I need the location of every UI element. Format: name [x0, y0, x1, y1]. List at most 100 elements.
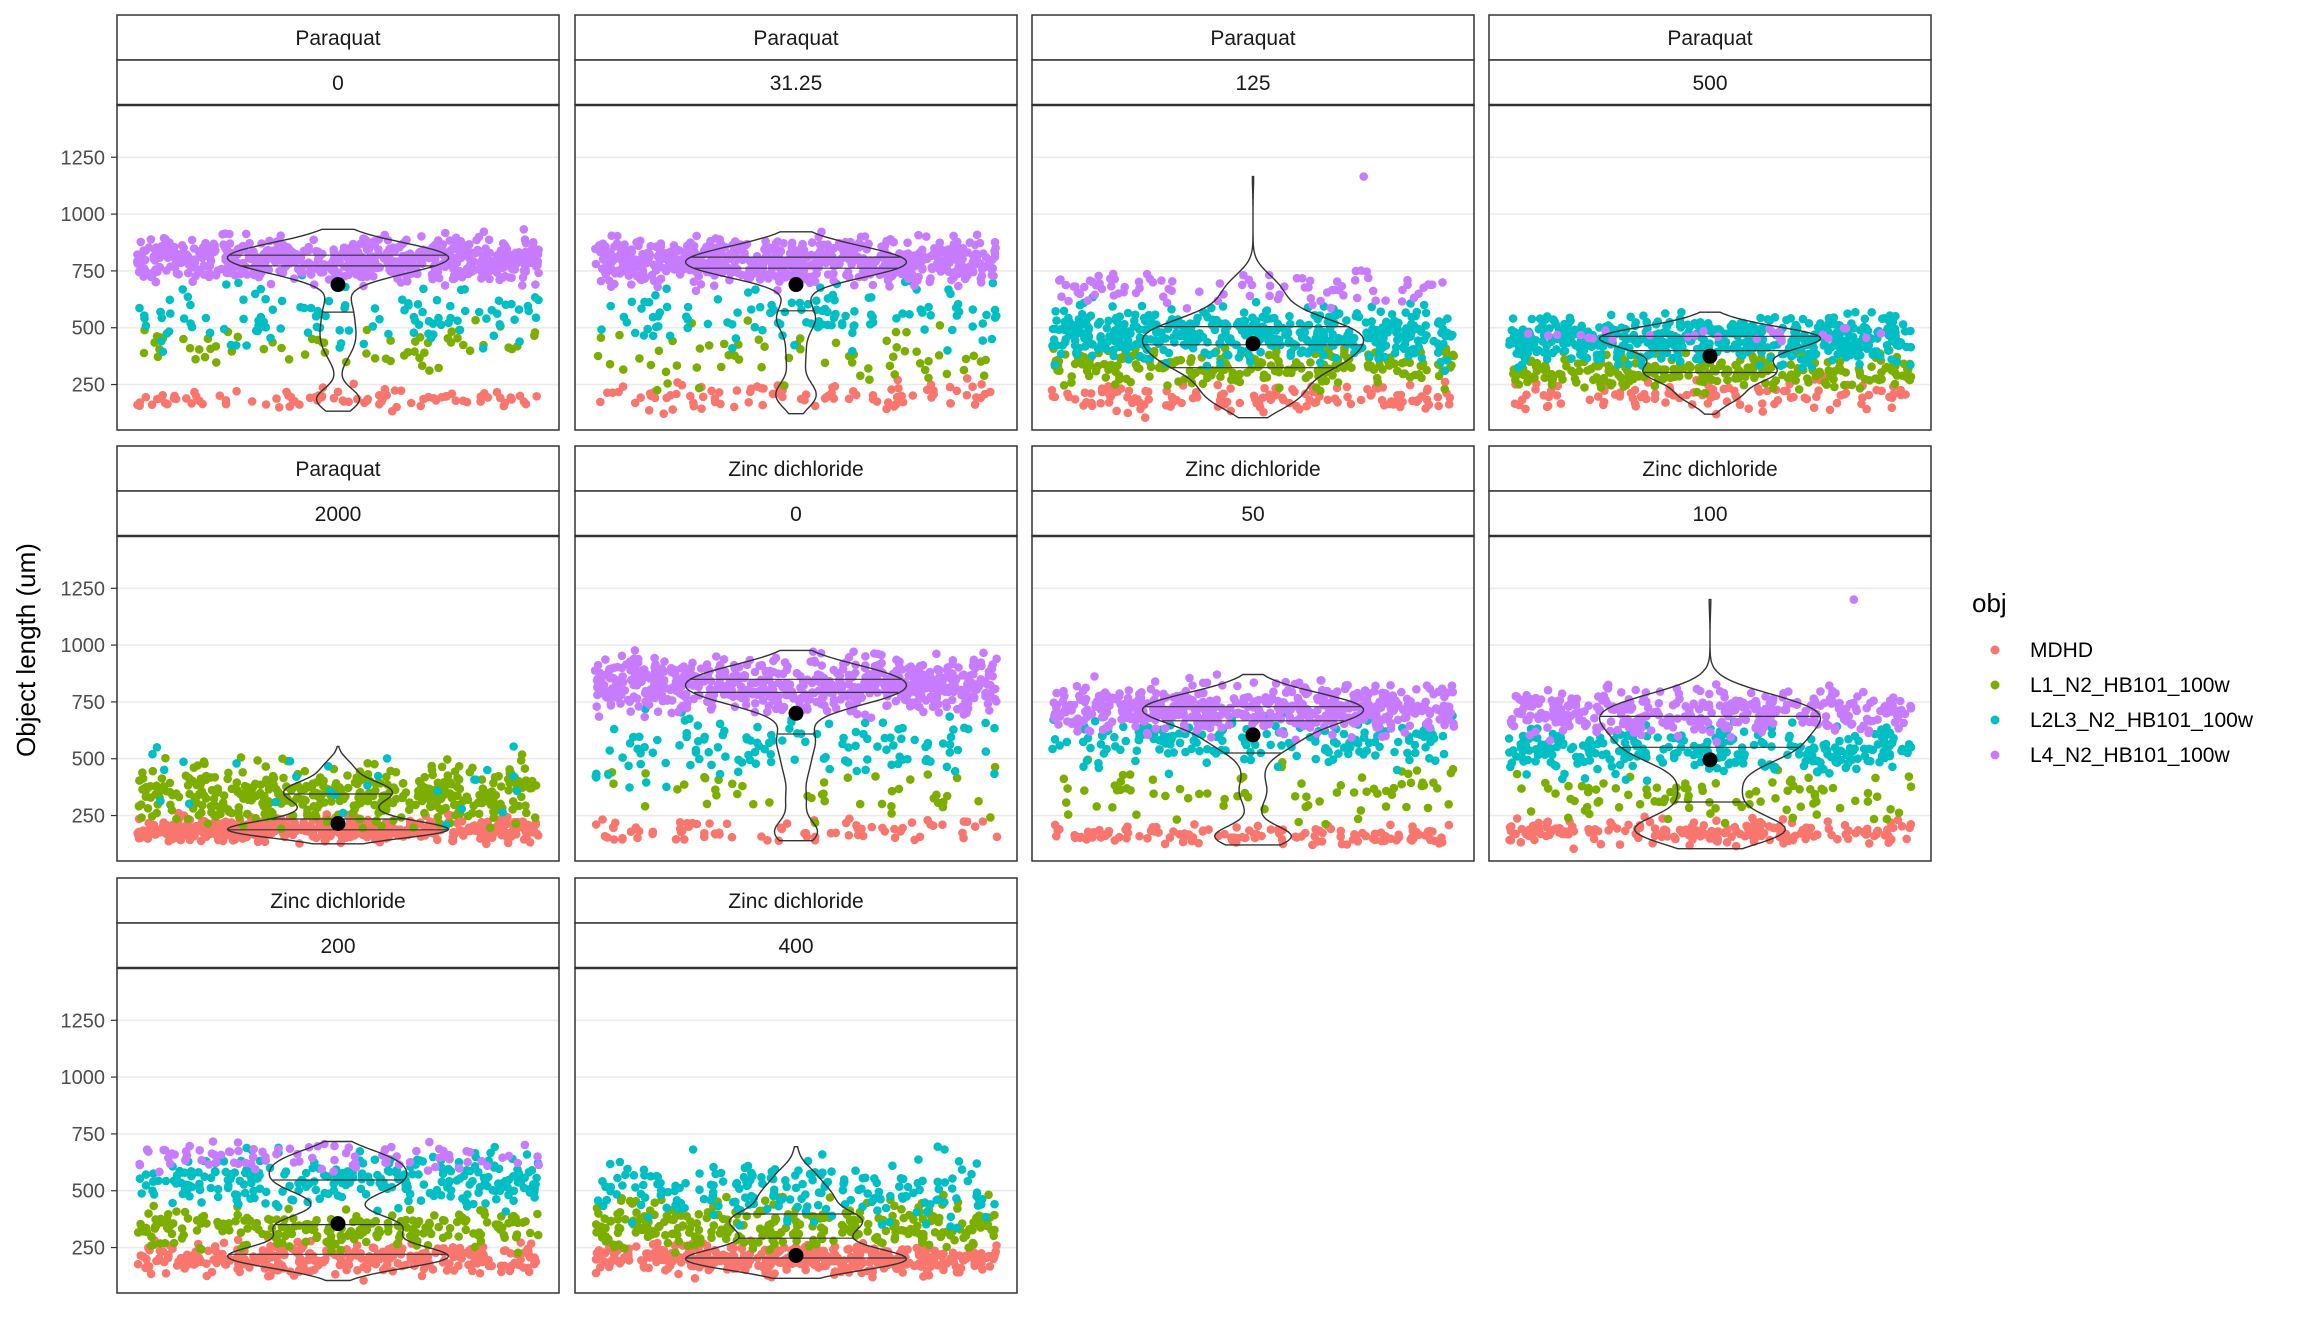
data-point [134, 830, 143, 840]
data-point [194, 345, 204, 354]
data-point [1606, 310, 1616, 320]
data-point [209, 794, 219, 804]
data-point [1050, 360, 1060, 370]
data-point [233, 785, 242, 795]
data-point [648, 829, 657, 839]
data-point [891, 327, 901, 337]
data-point [1397, 358, 1407, 368]
data-point [1393, 335, 1402, 345]
data-point [1366, 331, 1375, 340]
data-point [591, 772, 601, 781]
data-point [609, 779, 618, 788]
data-point [824, 719, 834, 729]
data-point [1264, 336, 1273, 346]
data-point [1114, 371, 1124, 381]
data-point [1343, 392, 1352, 402]
data-point [1443, 356, 1452, 365]
data-point [1305, 276, 1315, 286]
data-point [1273, 366, 1282, 376]
data-point [431, 240, 440, 249]
data-point [1867, 362, 1876, 372]
data-point [441, 228, 450, 238]
data-point [1107, 282, 1116, 291]
data-point [476, 392, 486, 401]
data-point [504, 786, 513, 795]
data-point [952, 386, 962, 396]
data-point [139, 272, 148, 281]
data-point [1052, 341, 1061, 350]
data-point [742, 733, 751, 742]
data-point [892, 343, 901, 352]
data-point [1397, 297, 1407, 306]
data-point [1169, 333, 1178, 342]
data-point [234, 807, 243, 817]
data-point [1147, 314, 1156, 323]
data-point [532, 392, 541, 401]
data-point [1661, 309, 1670, 318]
data-point [483, 264, 492, 273]
data-point [474, 821, 484, 830]
data-point [1547, 380, 1557, 390]
data-point [1874, 375, 1884, 385]
data-point [849, 321, 858, 331]
data-point [1824, 334, 1833, 343]
data-point [165, 295, 175, 305]
data-point [1778, 370, 1787, 380]
data-point [754, 335, 764, 345]
data-point [203, 819, 213, 828]
data-point [662, 393, 671, 403]
data-point [604, 770, 613, 779]
data-point [767, 267, 776, 276]
data-point [1088, 340, 1097, 349]
data-point [730, 351, 739, 360]
data-point [136, 237, 145, 247]
data-point [531, 313, 541, 323]
data-point [433, 786, 443, 796]
data-point [683, 315, 693, 324]
data-point [1301, 373, 1311, 383]
data-point [489, 813, 499, 822]
data-point [1247, 280, 1257, 290]
data-point [934, 351, 944, 360]
data-point [1742, 341, 1752, 351]
data-point [1218, 302, 1228, 311]
data-point [1584, 333, 1593, 343]
data-point [356, 272, 365, 282]
data-point [1306, 346, 1315, 356]
data-point [706, 256, 715, 266]
data-point [1108, 302, 1117, 311]
data-point [1824, 346, 1833, 356]
data-point [531, 280, 540, 289]
data-point [1311, 397, 1321, 407]
data-point [968, 322, 977, 331]
data-point [605, 359, 615, 369]
data-point [831, 338, 841, 348]
data-point [829, 269, 838, 279]
data-point [261, 400, 271, 409]
data-point [217, 264, 226, 274]
data-point [755, 275, 765, 284]
data-point [641, 778, 651, 787]
data-point [521, 247, 530, 257]
data-point [157, 336, 166, 346]
data-point [852, 766, 862, 776]
data-point [676, 259, 686, 268]
data-point [733, 308, 742, 317]
data-point [416, 257, 425, 266]
data-point [1611, 390, 1620, 399]
data-point [619, 365, 628, 374]
data-point [751, 759, 761, 768]
data-point [1390, 316, 1399, 326]
data-point [757, 362, 766, 372]
data-point [787, 298, 797, 308]
data-point [1585, 395, 1595, 405]
data-point [605, 746, 614, 755]
facet-strip-condition [116, 14, 560, 61]
data-point [155, 262, 165, 272]
data-point [733, 767, 743, 777]
data-point [521, 238, 531, 248]
data-point [502, 244, 512, 254]
data-point [1316, 386, 1325, 396]
data-point [519, 225, 529, 234]
data-point [714, 388, 724, 397]
